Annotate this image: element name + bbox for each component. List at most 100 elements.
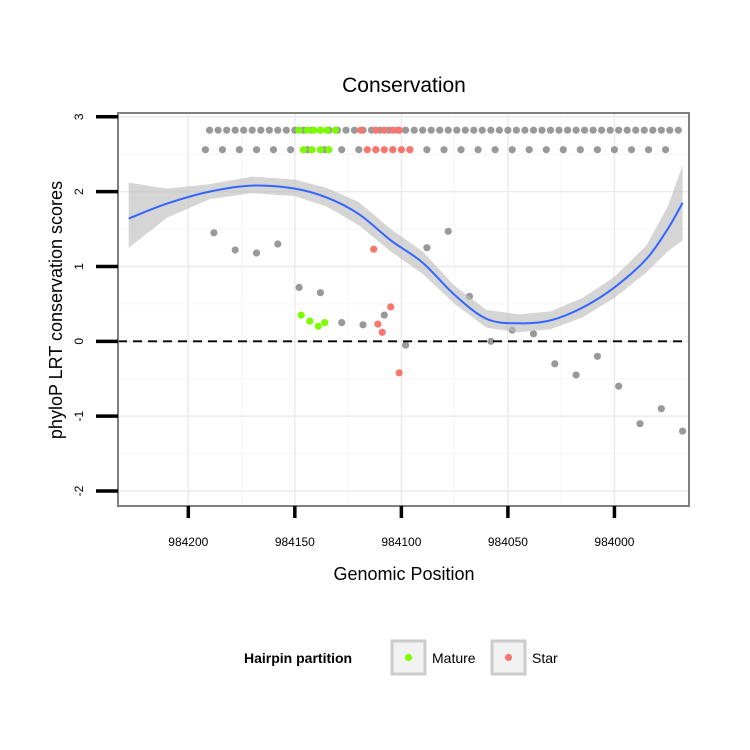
- data-point-other: [359, 321, 367, 329]
- data-point-other: [410, 126, 418, 134]
- panel-background: [118, 113, 689, 506]
- data-point-other: [440, 146, 448, 154]
- x-tick-label: 984100: [381, 535, 421, 549]
- data-point-other: [342, 126, 350, 134]
- x-tick-label: 984000: [594, 535, 634, 549]
- data-point-other: [551, 360, 559, 368]
- y-tick-label: 0: [72, 338, 86, 345]
- data-point-other: [564, 126, 572, 134]
- data-point-other: [453, 126, 461, 134]
- data-point-other: [529, 330, 538, 338]
- data-point-other: [542, 146, 550, 154]
- legend-key-point: [504, 653, 513, 662]
- data-point-other: [252, 146, 261, 154]
- data-point-star: [370, 245, 378, 253]
- data-point-other: [470, 126, 478, 134]
- data-point-other: [657, 126, 665, 134]
- data-point-other: [546, 126, 555, 134]
- data-point-other: [218, 146, 226, 154]
- data-point-other: [555, 126, 563, 134]
- data-point-star: [372, 126, 380, 134]
- data-point-other: [495, 126, 503, 134]
- data-point-other: [610, 146, 619, 154]
- data-point-other: [572, 126, 580, 134]
- data-point-other: [423, 146, 431, 154]
- data-point-star: [387, 303, 395, 311]
- data-point-other: [525, 146, 533, 154]
- data-point-other: [581, 126, 589, 134]
- data-point-other: [210, 229, 218, 237]
- data-point-other: [282, 126, 290, 134]
- data-point-other: [512, 126, 521, 134]
- data-point-other: [338, 319, 346, 327]
- data-point-other: [508, 146, 516, 154]
- y-axis-title: phyloP LRT conservation scores: [46, 181, 66, 439]
- data-point-other: [457, 146, 465, 154]
- data-point-other: [504, 126, 512, 134]
- data-point-other: [235, 146, 243, 154]
- data-point-mature: [323, 126, 331, 134]
- data-point-star: [372, 146, 380, 154]
- data-point-other: [214, 126, 222, 134]
- data-point-other: [623, 126, 631, 134]
- data-point-other: [679, 427, 687, 435]
- data-point-other: [593, 352, 602, 360]
- data-point-other: [444, 227, 452, 235]
- data-point-mature: [304, 126, 312, 134]
- data-point-other: [252, 249, 261, 257]
- data-point-other: [640, 126, 648, 134]
- data-point-other: [201, 146, 209, 154]
- data-point-other: [402, 126, 410, 134]
- y-axis: -2 -1 0 1 2 3: [72, 113, 118, 496]
- data-point-other: [529, 126, 538, 134]
- data-point-other: [576, 146, 584, 154]
- y-tick-label: 3: [72, 113, 86, 120]
- data-point-other: [461, 126, 469, 134]
- legend-title: Hairpin partition: [244, 650, 352, 666]
- y-tick-label: -1: [72, 411, 86, 422]
- data-point-star: [389, 126, 397, 134]
- data-point-mature: [316, 146, 324, 154]
- data-point-other: [559, 146, 567, 154]
- data-point-other: [474, 146, 482, 154]
- data-point-other: [615, 126, 623, 134]
- data-point-other: [444, 126, 452, 134]
- data-point-other: [572, 371, 580, 379]
- data-point-star: [380, 146, 388, 154]
- data-point-other: [265, 126, 273, 134]
- data-point-other: [644, 146, 653, 154]
- legend-label: Star: [532, 650, 558, 666]
- x-tick-label: 984200: [168, 535, 208, 549]
- data-point-star: [389, 146, 397, 154]
- data-point-mature: [325, 146, 333, 154]
- y-tick-label: -2: [72, 485, 86, 496]
- data-point-mature: [310, 126, 318, 134]
- data-point-other: [338, 146, 346, 154]
- data-point-other: [487, 126, 495, 134]
- legend-key-point: [404, 653, 413, 662]
- data-point-other: [380, 311, 388, 319]
- data-point-mature: [331, 126, 339, 134]
- data-point-other: [521, 126, 529, 134]
- data-point-other: [615, 382, 623, 390]
- x-axis: 984200 984150 984100 984050 984000: [168, 506, 635, 549]
- data-point-other: [662, 146, 670, 154]
- data-point-star: [357, 126, 365, 134]
- data-point-other: [350, 126, 359, 134]
- data-point-other: [538, 126, 546, 134]
- data-point-star: [380, 126, 388, 134]
- data-point-other: [295, 283, 303, 291]
- data-point-star: [374, 320, 382, 328]
- data-point-mature: [316, 126, 324, 134]
- data-point-other: [402, 341, 410, 349]
- data-point-other: [589, 126, 597, 134]
- data-point-other: [491, 146, 499, 154]
- confidence-band: [128, 165, 683, 333]
- data-point-other: [674, 126, 682, 134]
- data-point-other: [606, 126, 614, 134]
- data-point-star: [363, 146, 371, 154]
- data-point-other: [223, 126, 231, 134]
- plot-panel: [117, 112, 690, 507]
- data-point-mature: [306, 317, 314, 325]
